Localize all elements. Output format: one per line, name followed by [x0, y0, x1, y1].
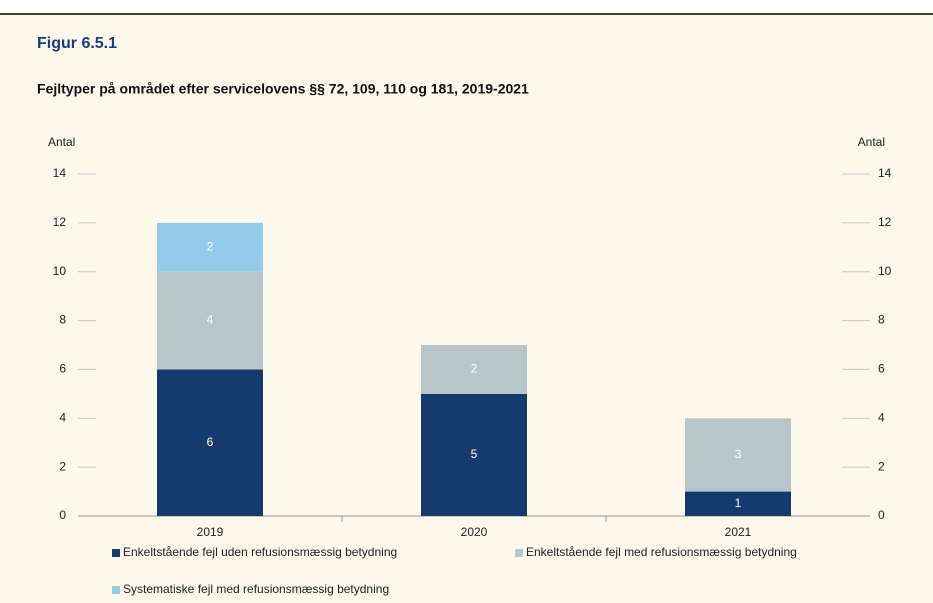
y-tick-label: 10: [53, 264, 67, 278]
y2-tick-label: 6: [878, 362, 885, 376]
legend-label: Enkeltstående fejl uden refusionsmæssig …: [123, 545, 397, 559]
y2-tick-label: 10: [878, 264, 892, 278]
legend-label: Enkeltstående fejl med refusionsmæssig b…: [526, 545, 797, 559]
value-label: 1: [735, 496, 742, 510]
value-label: 6: [207, 435, 214, 449]
x-tick-label: 2020: [461, 525, 488, 539]
figure-label: Figur 6.5.1: [37, 35, 117, 52]
bar-segment: [685, 418, 791, 492]
bar-segment: [421, 345, 527, 394]
x-tick-label: 2021: [725, 525, 752, 539]
legend-label: Systematiske fejl med refusionsmæssig be…: [123, 582, 389, 596]
value-label: 2: [207, 239, 214, 253]
chart-title: Fejltyper på området efter servicelovens…: [37, 81, 529, 97]
bar-segment: [157, 369, 263, 516]
value-label: 5: [471, 447, 478, 461]
legend-swatch: [112, 549, 120, 557]
y2-tick-label: 0: [878, 508, 885, 522]
y-tick-label: 4: [59, 410, 66, 424]
bar-segment: [157, 271, 263, 370]
top-band: [0, 0, 933, 14]
y2-tick-label: 8: [878, 313, 885, 327]
y2-tick-label: 12: [878, 215, 892, 229]
bar-segment: [157, 222, 263, 272]
y-tick-label: 6: [59, 362, 66, 376]
bar-segment: [421, 393, 527, 516]
value-label: 4: [207, 313, 214, 327]
y2-axis-label: Antal: [858, 135, 885, 149]
value-label: 3: [735, 447, 742, 461]
y-tick-label: 0: [59, 508, 66, 522]
y2-tick-label: 2: [878, 459, 885, 473]
y-axis-label: Antal: [48, 135, 75, 149]
y2-tick-label: 14: [878, 166, 892, 180]
legend-swatch: [112, 586, 120, 594]
value-label: 2: [471, 362, 478, 376]
x-tick-label: 2019: [197, 525, 224, 539]
y-tick-label: 2: [59, 459, 66, 473]
y-tick-label: 12: [53, 215, 67, 229]
legend-swatch: [515, 549, 523, 557]
y-tick-label: 14: [53, 166, 67, 180]
y2-tick-label: 4: [878, 410, 885, 424]
bar-segment: [685, 491, 791, 516]
y-tick-label: 8: [59, 313, 66, 327]
